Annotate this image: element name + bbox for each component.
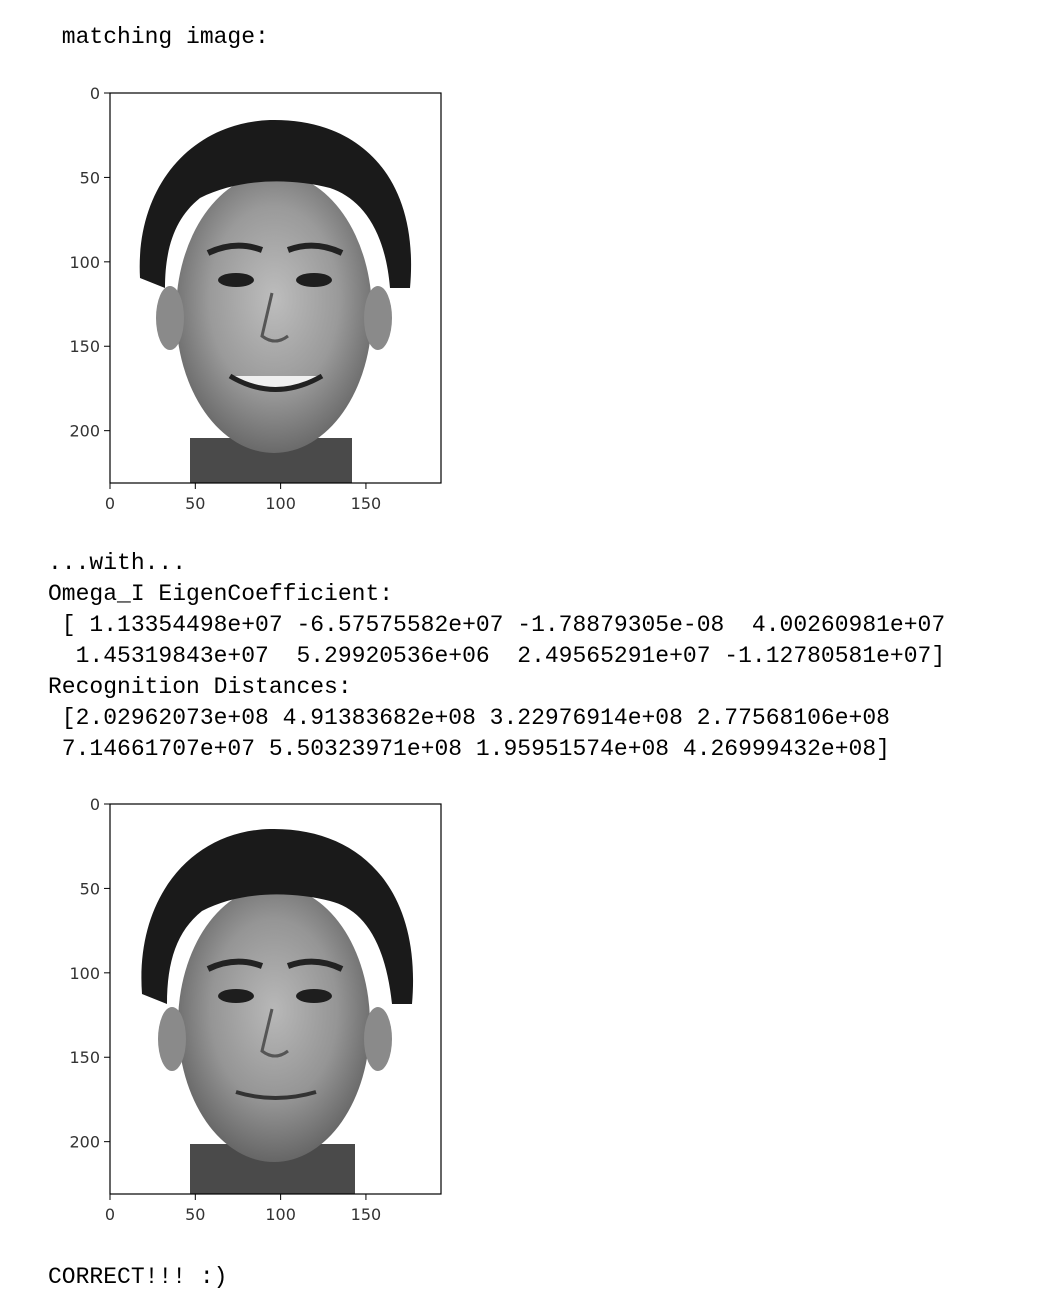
omega-label: Omega_I EigenCoefficient:	[48, 581, 394, 607]
axes-frame	[109, 803, 442, 1195]
test-image-plot: 0 50 100 150 0 50 100 150 200	[40, 789, 460, 1239]
matching-image-heading: matching image:	[48, 24, 269, 50]
omega-values-line-1: [ 1.13354498e+07 -6.57575582e+07 -1.7887…	[48, 612, 946, 638]
matching-image-plot: 0 50 100 150 0 50 100 150 200	[40, 78, 460, 528]
face-image	[110, 93, 441, 483]
y-tick-label: 50	[80, 879, 100, 898]
x-tick-label: 50	[185, 1205, 205, 1224]
plot-axes: 0 50 100 150 0 50 100 150 200	[69, 795, 442, 1224]
y-tick-label: 0	[90, 795, 100, 814]
y-tick-label: 100	[69, 964, 100, 983]
y-tick-label: 200	[69, 422, 100, 441]
omega-values-line-2: 1.45319843e+07 5.29920536e+06 2.49565291…	[48, 643, 946, 669]
y-tick-label: 100	[69, 253, 100, 272]
x-tick-label: 0	[105, 494, 115, 513]
x-tick-label: 100	[265, 494, 296, 513]
y-tick-label: 200	[69, 1133, 100, 1152]
y-tick-label: 50	[80, 168, 100, 187]
plot-axes: 0 50 100 150 0 50 100 150 200	[69, 84, 442, 513]
x-tick-label: 150	[351, 494, 382, 513]
y-tick-label: 0	[90, 84, 100, 103]
x-tick-label: 0	[105, 1205, 115, 1224]
with-label: ...with...	[48, 550, 187, 576]
y-tick-label: 150	[69, 337, 100, 356]
distances-label: Recognition Distances:	[48, 674, 352, 700]
axes-frame	[109, 92, 442, 484]
matching-image-figure: 0 50 100 150 0 50 100 150 200	[69, 84, 442, 513]
distances-values-line-2: 7.14661707e+07 5.50323971e+08 1.95951574…	[48, 736, 890, 762]
test-image-figure: 0 50 100 150 0 50 100 150 200	[69, 795, 442, 1224]
result-text: CORRECT!!! :)	[48, 1264, 228, 1290]
x-tick-label: 100	[265, 1205, 296, 1224]
y-tick-label: 150	[69, 1048, 100, 1067]
distances-values-line-1: [2.02962073e+08 4.91383682e+08 3.2297691…	[48, 705, 890, 731]
face-image	[110, 804, 441, 1194]
x-tick-label: 50	[185, 494, 205, 513]
x-tick-label: 150	[351, 1205, 382, 1224]
